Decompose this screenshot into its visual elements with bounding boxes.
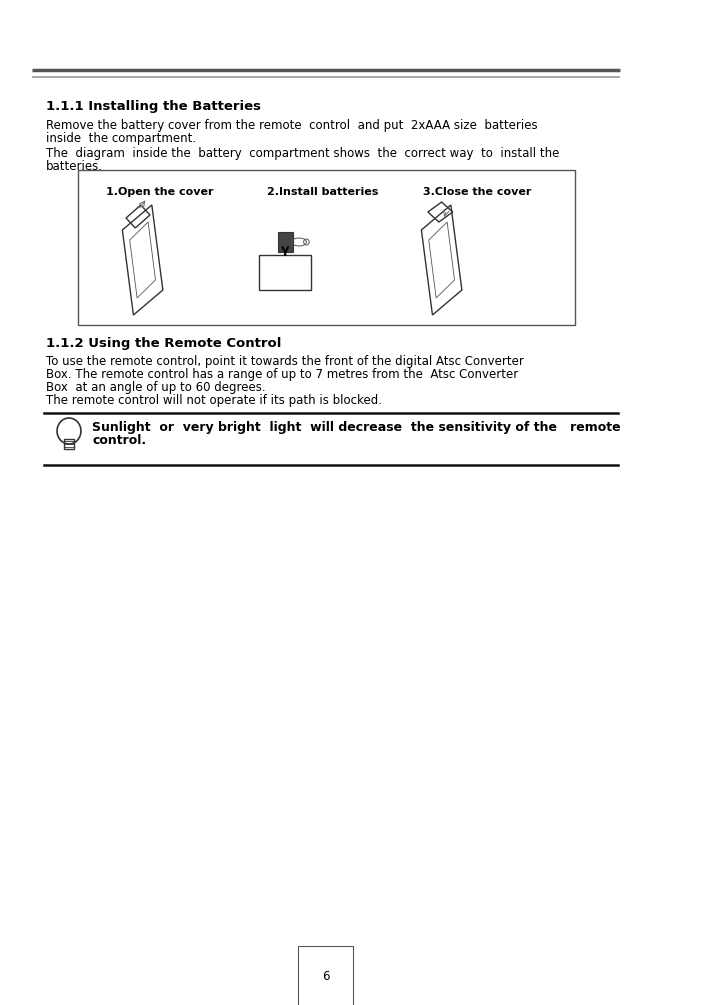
Text: Remove the battery cover from the remote  control  and put  2xAAA size  batterie: Remove the battery cover from the remote… — [46, 119, 537, 132]
Text: Box  at an angle of up to 60 degrees.: Box at an angle of up to 60 degrees. — [46, 381, 266, 394]
Text: The remote control will not operate if its path is blocked.: The remote control will not operate if i… — [46, 394, 382, 407]
Text: batteries.: batteries. — [46, 160, 103, 173]
Text: 3.Close the cover: 3.Close the cover — [423, 187, 532, 197]
Text: Box. The remote control has a range of up to 7 metres from the  Atsc Converter: Box. The remote control has a range of u… — [46, 368, 518, 381]
Text: 2.Install batteries: 2.Install batteries — [267, 187, 378, 197]
Bar — [78, 170, 575, 325]
Bar — [65, 439, 74, 449]
Polygon shape — [278, 232, 293, 252]
Text: 1.Open the cover: 1.Open the cover — [106, 187, 213, 197]
Text: 6: 6 — [322, 970, 330, 983]
Text: control.: control. — [92, 434, 146, 447]
Text: Sunlight  or  very bright  light  will decrease  the sensitivity of the   remote: Sunlight or very bright light will decre… — [92, 421, 620, 434]
Text: The  diagram  inside the  battery  compartment shows  the  correct way  to  inst: The diagram inside the battery compartme… — [46, 147, 559, 160]
Text: 1.1.1 Installing the Batteries: 1.1.1 Installing the Batteries — [46, 100, 261, 113]
Text: To use the remote control, point it towards the front of the digital Atsc Conver: To use the remote control, point it towa… — [46, 355, 524, 368]
Text: 1.1.2 Using the Remote Control: 1.1.2 Using the Remote Control — [46, 337, 281, 350]
Text: inside  the compartment.: inside the compartment. — [46, 132, 196, 145]
